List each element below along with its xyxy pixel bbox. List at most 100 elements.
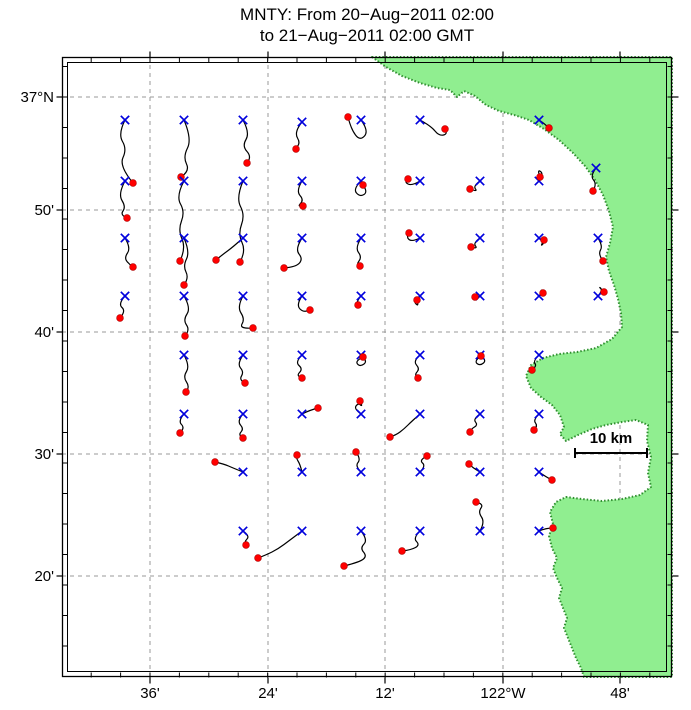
y-axis-label: 20' xyxy=(34,568,54,585)
drifter-trajectory xyxy=(119,180,128,219)
end-dot-marker xyxy=(242,541,250,549)
start-x-marker xyxy=(297,233,307,243)
end-dot-marker xyxy=(600,288,608,296)
y-axis-label: 50' xyxy=(34,202,54,219)
end-dot-marker xyxy=(123,214,131,222)
start-x-marker xyxy=(179,291,189,301)
start-x-marker xyxy=(415,176,425,186)
drifter-trajectory xyxy=(238,295,254,329)
end-dot-marker xyxy=(599,257,607,265)
start-x-marker xyxy=(238,467,248,477)
end-dot-marker xyxy=(280,264,288,272)
end-dot-marker xyxy=(340,562,348,570)
end-dot-marker xyxy=(472,498,480,506)
y-axis-label: 30' xyxy=(34,446,54,463)
drifter-trajectory xyxy=(215,237,244,261)
start-x-marker xyxy=(179,409,189,419)
start-x-marker xyxy=(415,526,425,536)
start-x-marker xyxy=(297,291,307,301)
end-dot-marker xyxy=(548,476,556,484)
end-dot-marker xyxy=(404,175,412,183)
start-x-marker xyxy=(179,233,189,243)
start-x-marker xyxy=(593,233,603,243)
start-x-marker xyxy=(238,291,248,301)
start-x-marker xyxy=(415,350,425,360)
drifter-trajectory xyxy=(238,180,245,263)
start-x-marker xyxy=(179,115,189,125)
start-x-marker xyxy=(297,117,307,127)
start-x-marker xyxy=(356,526,366,536)
y-axis-label: 37°N xyxy=(20,89,54,106)
end-dot-marker xyxy=(243,159,251,167)
start-x-marker xyxy=(534,350,544,360)
end-dot-marker xyxy=(467,243,475,251)
start-x-marker xyxy=(297,409,307,419)
end-dot-marker xyxy=(405,229,413,237)
drifter-trajectory xyxy=(180,119,190,178)
start-x-marker xyxy=(297,526,307,536)
drifter-trajectory xyxy=(238,413,244,439)
end-dot-marker xyxy=(241,379,249,387)
start-x-marker xyxy=(297,176,307,186)
end-dot-marker xyxy=(356,397,364,405)
end-dot-marker xyxy=(211,458,219,466)
drifter-trajectory xyxy=(257,530,303,559)
end-dot-marker xyxy=(466,185,474,193)
end-dot-marker xyxy=(359,181,367,189)
start-x-marker xyxy=(179,350,189,360)
x-axis-label: 24' xyxy=(258,685,278,702)
start-x-marker xyxy=(534,115,544,125)
start-x-marker xyxy=(179,176,189,186)
end-dot-marker xyxy=(293,451,301,459)
figure-title-line1: MNTY: From 20−Aug−2011 02:00 xyxy=(240,5,494,24)
start-x-marker xyxy=(297,467,307,477)
end-dot-marker xyxy=(182,388,190,396)
x-axis-label: 48' xyxy=(610,685,630,702)
start-x-marker xyxy=(356,409,366,419)
start-x-marker xyxy=(534,526,544,536)
end-dot-marker xyxy=(359,353,367,361)
drifter-trajectory xyxy=(419,119,447,136)
end-dot-marker xyxy=(386,433,394,441)
start-x-marker xyxy=(238,350,248,360)
drifter-trajectory xyxy=(183,237,189,286)
drifter-trajectory xyxy=(354,180,367,197)
drifter-trajectory xyxy=(183,354,189,393)
start-x-marker xyxy=(475,409,485,419)
start-x-marker xyxy=(415,115,425,125)
y-axis-label: 40' xyxy=(34,324,54,341)
drifter-trajectory xyxy=(475,501,484,532)
figure-title-line2: to 21−Aug−2011 02:00 GMT xyxy=(259,26,475,45)
start-x-marker xyxy=(415,467,425,477)
drifter-trajectory xyxy=(347,116,367,139)
drifter-trajectory xyxy=(343,530,367,567)
drifter-trajectory xyxy=(296,354,303,379)
drifter-trajectory xyxy=(120,119,134,184)
end-dot-marker xyxy=(116,314,124,322)
drifter-trajectory xyxy=(597,237,604,262)
drifter-trajectory xyxy=(414,354,421,379)
start-x-marker xyxy=(591,163,601,173)
x-axis-label: 12' xyxy=(375,685,395,702)
end-dot-marker xyxy=(539,289,547,297)
end-dot-marker xyxy=(176,257,184,265)
land-polygon xyxy=(371,56,673,678)
start-x-marker xyxy=(475,176,485,186)
start-x-marker xyxy=(475,467,485,477)
drifter-trajectory xyxy=(183,295,190,337)
start-x-marker xyxy=(356,291,366,301)
drifter-trajectory xyxy=(214,461,244,473)
end-dot-marker xyxy=(354,301,362,309)
end-dot-marker xyxy=(477,352,485,360)
start-x-marker xyxy=(356,233,366,243)
start-x-marker xyxy=(297,350,307,360)
drifter-trajectory xyxy=(242,119,251,164)
end-dot-marker xyxy=(545,124,553,132)
start-x-marker xyxy=(120,115,130,125)
drifter-trajectory xyxy=(124,237,134,268)
x-axis-label: 36' xyxy=(140,685,160,702)
drifter-trajectory xyxy=(283,237,303,269)
end-dot-marker xyxy=(414,374,422,382)
drifter-trajectory xyxy=(178,180,185,262)
